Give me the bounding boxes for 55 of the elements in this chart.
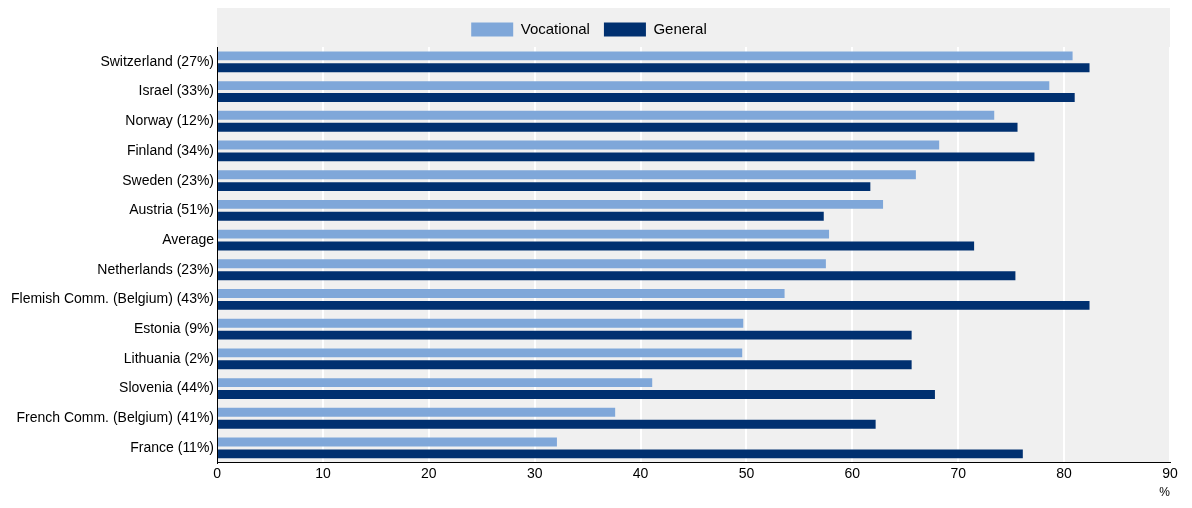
bar: [218, 348, 743, 358]
bar: [218, 419, 876, 429]
y-tick-label: Lithuania (2%): [123, 349, 215, 366]
y-tick-label: Average: [162, 230, 215, 247]
y-tick-label: Israel (33%): [138, 82, 215, 99]
y-tick-label: Estonia (9%): [133, 320, 215, 337]
bar: [218, 170, 916, 180]
x-tick-label: 40: [632, 465, 649, 482]
x-tick-label: 80: [1056, 465, 1073, 482]
bar: [218, 229, 830, 239]
x-axis-title: %: [1159, 485, 1171, 500]
y-tick-label: Austria (51%): [129, 201, 215, 218]
legend-label: General: [653, 19, 707, 37]
y-tick-label: Sweden (23%): [122, 171, 215, 188]
bar: [218, 199, 884, 209]
x-tick-label: 50: [738, 465, 755, 482]
bar: [218, 63, 1090, 73]
y-tick-label: Finland (34%): [126, 141, 215, 158]
bar: [218, 330, 912, 340]
x-tick-label: 70: [950, 465, 967, 482]
y-tick-label: Slovenia (44%): [119, 379, 215, 396]
y-tick-label: Switzerland (27%): [100, 52, 215, 69]
y-tick-label: French Comm. (Belgium) (41%): [16, 409, 215, 426]
y-tick-label: Flemish Comm. (Belgium) (43%): [10, 290, 215, 307]
x-tick-label: 60: [844, 465, 861, 482]
bar: [218, 437, 557, 447]
bar: [218, 390, 935, 399]
x-tick-label: 20: [421, 465, 437, 482]
bar: [218, 152, 1035, 162]
bar: [218, 259, 826, 269]
bar: [218, 318, 744, 328]
bar: [218, 289, 785, 298]
bar: [218, 93, 1075, 102]
x-tick-label: 10: [315, 465, 331, 482]
x-tick-label: 0: [213, 465, 222, 482]
bar: [218, 378, 653, 388]
bar: [218, 449, 1023, 459]
y-tick-label: Netherlands (23%): [97, 260, 215, 277]
bar: [218, 360, 912, 370]
bar: [218, 211, 824, 221]
bar: [218, 407, 616, 417]
bar: [218, 300, 1090, 310]
bar: [218, 110, 995, 120]
bar: [218, 81, 1050, 91]
legend-label: Vocational: [520, 19, 590, 37]
x-tick-label: 90: [1162, 465, 1178, 482]
bar: [218, 182, 871, 192]
y-tick-label: France (11%): [130, 438, 215, 455]
bar: [218, 241, 975, 251]
bar: [218, 140, 940, 150]
y-tick-label: Norway (12%): [125, 112, 215, 129]
bar: [218, 51, 1073, 61]
bar: [218, 122, 1018, 132]
bar: [218, 271, 1016, 281]
x-tick-label: 30: [526, 465, 543, 482]
